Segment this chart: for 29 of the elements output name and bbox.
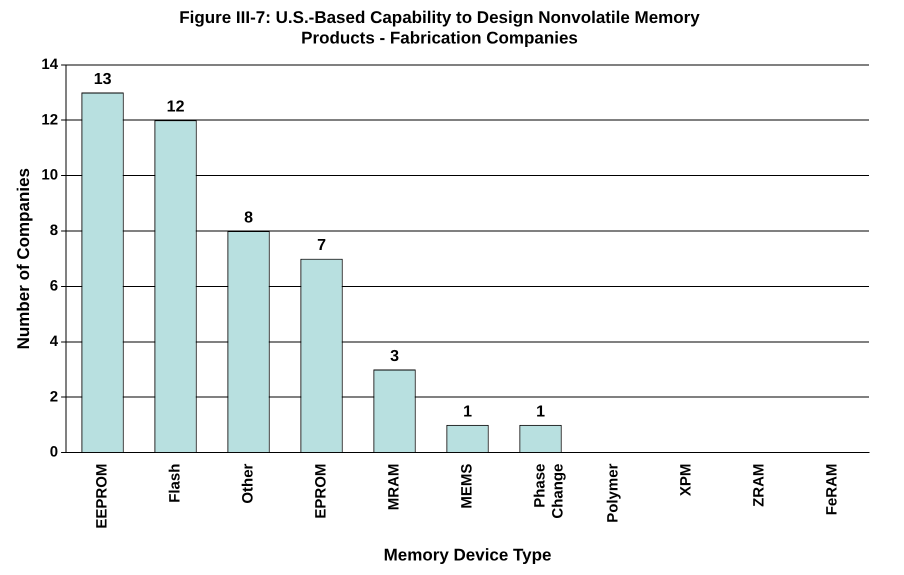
chart-title: Figure III-7: U.S.-Based Capability to Design Nonvolatile Memory Products - Fabrication Companies	[179, 8, 700, 48]
x-tick-label: ZRAM	[750, 464, 768, 507]
y-tick-label: 14	[41, 56, 59, 73]
x-tick-label: Other	[240, 463, 257, 504]
x-tick-label: Flash	[166, 464, 184, 503]
y-tick-label: 12	[41, 111, 58, 128]
data-label: 13	[94, 70, 112, 88]
x-tick-label: MRAM	[386, 464, 403, 510]
y-tick-label: 0	[50, 444, 58, 461]
x-axis-title: Memory Device Type	[384, 545, 552, 564]
x-tick-label: Polymer	[604, 463, 622, 523]
y-tick-label: 4	[50, 332, 59, 350]
x-tick-label: Phase Change	[532, 464, 567, 519]
x-tick-label: EEPROM	[94, 464, 111, 529]
y-tick-label: 8	[50, 222, 58, 240]
x-tick-label: EPROM	[312, 464, 330, 519]
data-label: 1	[463, 403, 472, 420]
x-tick-label: MEMS	[458, 464, 476, 509]
y-tick-label: 10	[41, 166, 58, 184]
x-tick-label: XPM	[678, 464, 695, 496]
data-label: 8	[244, 209, 254, 226]
x-tick-label: FeRAM	[824, 464, 841, 516]
data-label: 3	[390, 348, 400, 365]
data-label: 12	[166, 98, 185, 116]
y-tick-label: 6	[50, 278, 58, 295]
data-label: 7	[317, 237, 326, 254]
y-axis-title: Number of Companies	[14, 168, 33, 350]
y-tick-label: 2	[50, 388, 58, 406]
data-label: 1	[536, 403, 546, 420]
